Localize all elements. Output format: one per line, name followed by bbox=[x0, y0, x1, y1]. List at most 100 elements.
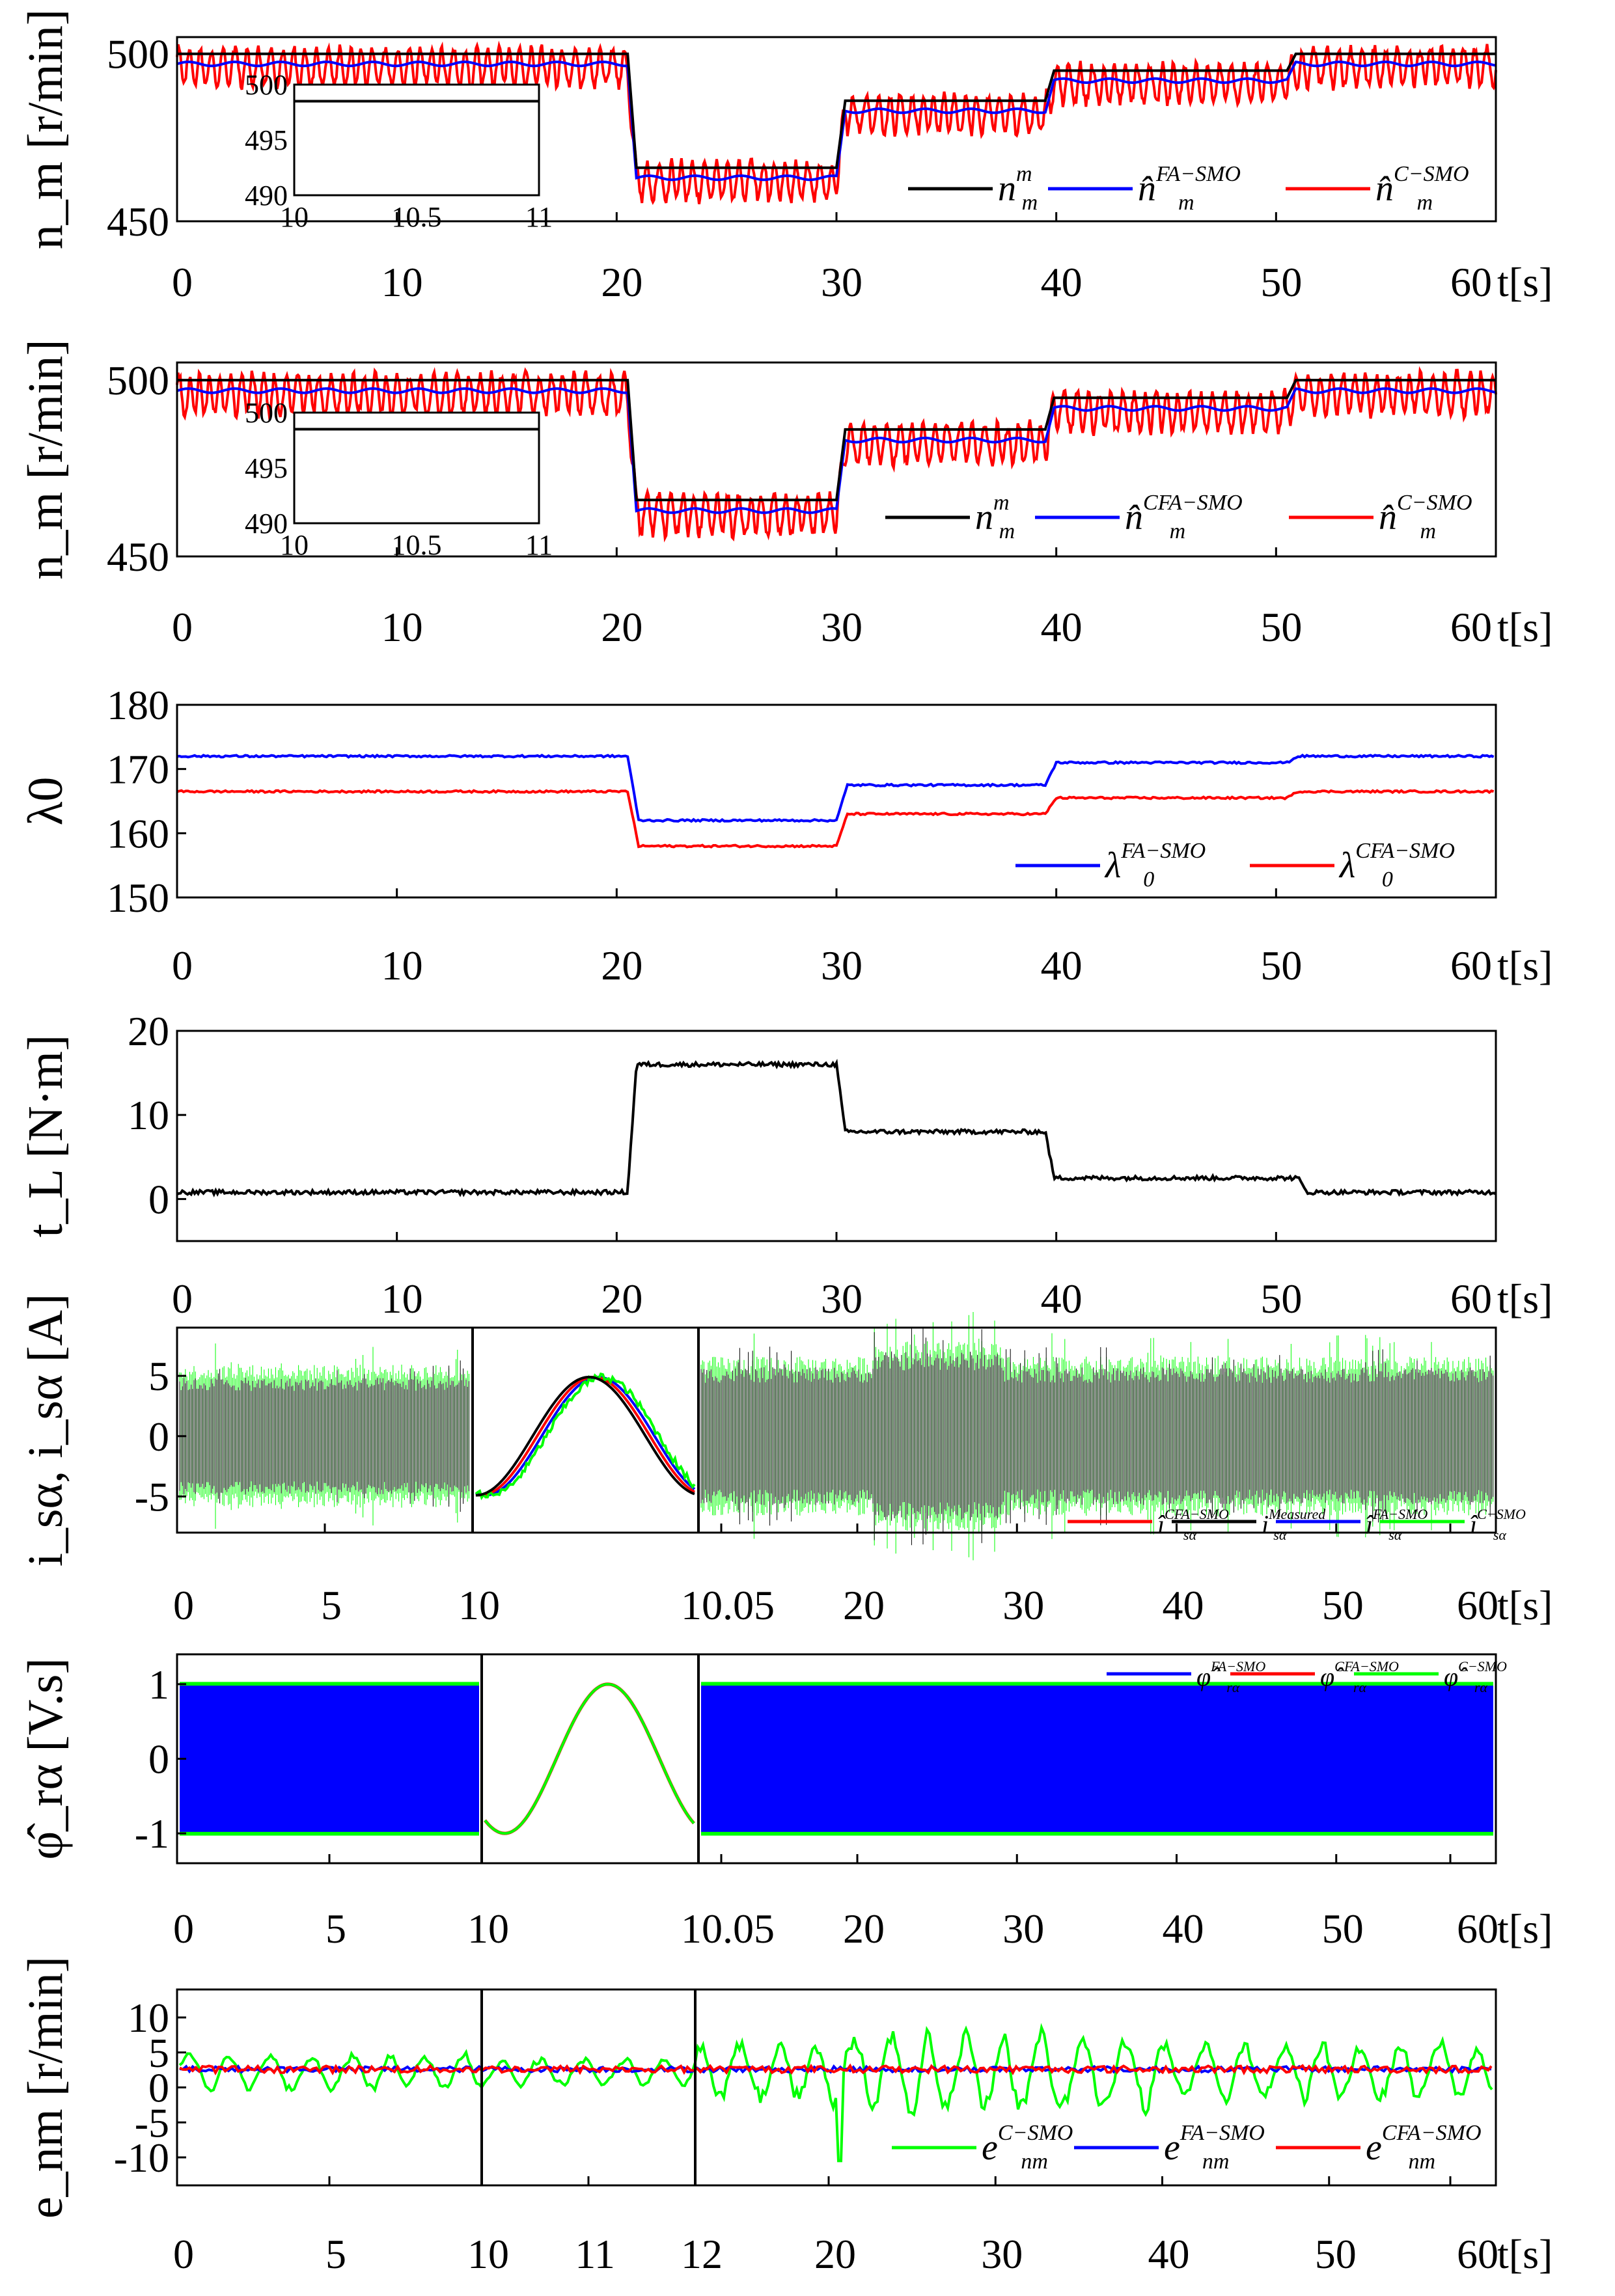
panel-1-xtick-label: 0 bbox=[172, 259, 193, 305]
panel-1-inset-xtick: 10 bbox=[280, 201, 309, 233]
panel-5-x-unit: t[s] bbox=[1497, 1582, 1553, 1628]
panel-2-xtick-label: 20 bbox=[601, 604, 642, 650]
panel-7-ytick-label: 0 bbox=[148, 2065, 169, 2111]
panel-6-mid-cfa bbox=[484, 1682, 695, 1835]
panel-6-xtick-label: 60 bbox=[1457, 1906, 1498, 1952]
panel-2-series-fa-smo bbox=[176, 387, 1497, 514]
panel-5-xtick-label: 30 bbox=[1002, 1582, 1044, 1628]
panel-4-xtick-label: 0 bbox=[172, 1276, 193, 1322]
panel-5-xtick-label: 60 bbox=[1457, 1582, 1498, 1628]
panel-4-xtick-label: 50 bbox=[1260, 1276, 1302, 1322]
panel-1-xtick-label: 10 bbox=[381, 259, 423, 305]
panel-7-ytick-label: -5 bbox=[135, 2099, 169, 2146]
panel-2-xtick-label: 50 bbox=[1260, 604, 1302, 650]
panel-4-ytick-label: 20 bbox=[128, 1008, 169, 1054]
series-layer bbox=[176, 40, 1497, 2163]
panel-5-band-right-meas bbox=[700, 1327, 1494, 1546]
panel-5-legend-fa: îFA−SMO sα bbox=[1366, 1506, 1428, 1543]
panel-5-mid-3 bbox=[475, 1375, 695, 1497]
panel-1-inset-ytick: 500 bbox=[245, 69, 288, 101]
panel-7-xtick-label: 60 bbox=[1457, 2231, 1498, 2277]
panel-3-xtick-label: 20 bbox=[601, 942, 642, 989]
panel-5-xtick-label: 5 bbox=[321, 1582, 342, 1628]
panel-6-ytick-label: 0 bbox=[148, 1736, 169, 1783]
panel-1-series-fa-smo bbox=[176, 61, 1497, 182]
panel-3-legend-fa: λFA−SMO 0 bbox=[1104, 839, 1206, 892]
panel-4-ytick-label: 10 bbox=[128, 1092, 169, 1138]
panel-1-legend-reference: nm m bbox=[998, 162, 1038, 215]
panel-7-legend-c: eC−SMO nm bbox=[982, 2121, 1073, 2174]
panel-2-xtick-label: 40 bbox=[1041, 604, 1083, 650]
panel-1-inset-ytick: 490 bbox=[245, 180, 288, 212]
panel-3-x-unit: t[s] bbox=[1497, 942, 1553, 989]
panel-2-inset-frame bbox=[293, 411, 540, 525]
panel-5-ylabel: i_sα, i_sα [A] bbox=[18, 1294, 73, 1567]
panel-5-legend-c: îC−SMO sα bbox=[1470, 1506, 1526, 1543]
panel-1-inset-ytick: 495 bbox=[245, 124, 288, 156]
panel-1-series-reference bbox=[177, 52, 1496, 169]
panel-3-ytick-label: 180 bbox=[107, 682, 169, 728]
panel-2-legend-reference: nm m bbox=[975, 491, 1015, 543]
panel-6-xtick-label: 0 bbox=[173, 1906, 194, 1952]
panel-6-xtick-label: 50 bbox=[1322, 1906, 1364, 1952]
panel-5-xtick-label: 10 bbox=[458, 1582, 500, 1628]
panel-2-xtick-label: 60 bbox=[1450, 604, 1492, 650]
panel-2-ytick-label: 450 bbox=[107, 534, 169, 580]
panel-6-band-right-fa bbox=[701, 1686, 1493, 1832]
panel-2-inset-xtick: 11 bbox=[525, 529, 553, 561]
panel-7-xtick-label: 0 bbox=[173, 2231, 194, 2277]
panel-6-x-unit: t[s] bbox=[1497, 1906, 1553, 1952]
panel-7-series-cfa bbox=[179, 2063, 1493, 2076]
panel-6-ytick-label: 1 bbox=[148, 1661, 169, 1708]
panel-7-xtick-label: 10 bbox=[467, 2231, 509, 2277]
axes-layer bbox=[176, 36, 1497, 2187]
panel-7-x-unit: t[s] bbox=[1497, 2231, 1553, 2277]
panel-1-xtick-label: 50 bbox=[1260, 259, 1302, 305]
panel-4-xtick-label: 40 bbox=[1041, 1276, 1083, 1322]
panel-6-xtick-label: 5 bbox=[325, 1906, 346, 1952]
panel-6-ylabel: φ̂_rα [V.s] bbox=[18, 1658, 73, 1859]
panel-2-series-c-smo bbox=[176, 366, 1497, 543]
panel-3-frame bbox=[176, 704, 1497, 899]
panel-1-ylabel: n_m [r/min] bbox=[18, 9, 73, 249]
panel-1-inset-frame bbox=[293, 83, 540, 197]
panel-5-frame bbox=[176, 1326, 1497, 1534]
panel-2-x-unit: t[s] bbox=[1497, 604, 1553, 650]
panel-6-legend-c: φ̂C−SMO rα bbox=[1444, 1658, 1507, 1695]
panel-1-x-unit: t[s] bbox=[1497, 259, 1553, 305]
panel-7-xtick-label: 20 bbox=[814, 2231, 856, 2277]
panel-1-legend-fa: n̂FA−SMO m bbox=[1138, 162, 1241, 215]
panel-7-xtick-label: 40 bbox=[1148, 2231, 1190, 2277]
panel-4-xtick-label: 20 bbox=[601, 1276, 642, 1322]
panel-1-legend-c: n̂C−SMO m bbox=[1375, 162, 1469, 215]
panel-6-legend-cfa: φ̂CFA−SMO rα bbox=[1320, 1658, 1399, 1695]
panel-3-xtick-label: 50 bbox=[1260, 942, 1302, 989]
panel-7-xtick-label: 50 bbox=[1315, 2231, 1357, 2277]
panel-5-xtick-label: 20 bbox=[843, 1582, 885, 1628]
panel-6-xtick-label: 10 bbox=[467, 1906, 509, 1952]
panel-7-ytick-label: 10 bbox=[128, 1995, 169, 2041]
panel-2-inset-xtick: 10 bbox=[280, 529, 309, 561]
panel-1-ytick-label: 500 bbox=[107, 31, 169, 77]
panel-7-series-c bbox=[178, 2023, 1493, 2163]
panel-6-ytick-label: -1 bbox=[135, 1811, 169, 1857]
panel-1-inset-xtick: 11 bbox=[525, 201, 553, 233]
panel-6-band-left-fa bbox=[180, 1686, 479, 1832]
panel-2-inset-ytick: 490 bbox=[245, 508, 288, 540]
panel-2-legend-fa: n̂CFA−SMO m bbox=[1125, 491, 1243, 543]
panel-3-xtick-label: 30 bbox=[821, 942, 863, 989]
panel-5-legend-cfa: îCFA−SMO sα bbox=[1157, 1506, 1229, 1543]
panel-3-ylabel: λ0 bbox=[18, 777, 73, 826]
panel-5-ytick-label: 0 bbox=[148, 1414, 169, 1460]
panel-1-inset-xtick: 10.5 bbox=[392, 201, 442, 233]
panel-5-xtick-label: 10.05 bbox=[681, 1582, 775, 1628]
panel-2-ytick-label: 500 bbox=[107, 357, 169, 403]
panel-3-series-1 bbox=[176, 789, 1495, 849]
panel-7-legend-fa: eFA−SMO nm bbox=[1164, 2121, 1265, 2174]
panel-2-inset-ytick: 495 bbox=[245, 452, 288, 484]
panel-5-xtick-label: 50 bbox=[1322, 1582, 1364, 1628]
panel-2-legend-c: n̂C−SMO m bbox=[1379, 491, 1472, 543]
panel-7-legend-cfa: eCFA−SMO nm bbox=[1366, 2121, 1482, 2174]
